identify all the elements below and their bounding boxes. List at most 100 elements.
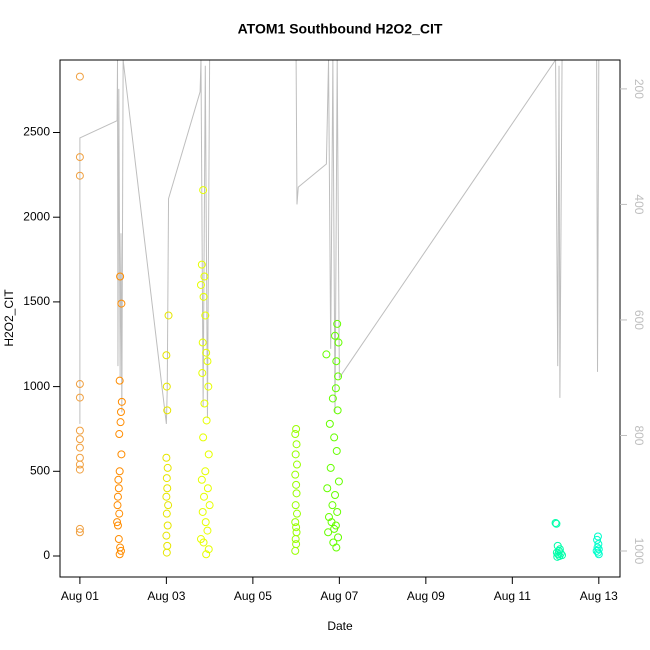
data-point <box>75 380 84 389</box>
data-point <box>204 450 213 459</box>
data-point <box>199 538 208 547</box>
y-tick-label: 2500 <box>23 125 50 139</box>
data-point <box>162 382 171 391</box>
data-point <box>75 528 84 537</box>
data-point <box>291 450 300 459</box>
data-point <box>197 260 206 269</box>
data-point <box>117 397 126 406</box>
data-point <box>594 545 603 554</box>
data-point <box>163 541 172 550</box>
data-point <box>162 351 171 360</box>
data-point <box>75 435 84 444</box>
data-point <box>203 526 212 535</box>
plot-frame <box>59 59 621 578</box>
data-point <box>325 419 334 428</box>
data-point <box>75 72 84 81</box>
data-point <box>116 272 125 281</box>
data-point <box>553 552 562 561</box>
data-point <box>593 548 602 557</box>
data-point <box>292 509 301 518</box>
data-point <box>164 501 173 510</box>
x-axis-label: Date <box>327 619 353 633</box>
data-point <box>292 424 301 433</box>
data-point <box>292 523 301 532</box>
y-tick-label: 2000 <box>23 209 50 223</box>
data-point <box>334 533 343 542</box>
data-point <box>202 416 211 425</box>
x-tick-label: Aug 01 <box>61 589 99 603</box>
data-point <box>201 467 210 476</box>
data-point <box>163 484 172 493</box>
data-point <box>551 518 560 527</box>
data-point <box>291 535 300 544</box>
data-point <box>163 521 172 530</box>
data-point <box>292 528 301 537</box>
x-tick-label: Aug 03 <box>147 589 185 603</box>
data-point <box>203 484 212 493</box>
data-point <box>115 467 124 476</box>
data-point <box>75 153 84 162</box>
data-point <box>113 492 122 501</box>
data-point <box>205 501 214 510</box>
data-point <box>116 546 125 555</box>
data-point <box>329 538 338 547</box>
data-point <box>75 426 84 435</box>
data-point <box>198 507 207 516</box>
data-point <box>331 384 340 393</box>
data-point <box>330 433 339 442</box>
data-point <box>115 376 124 385</box>
data-point <box>198 369 207 378</box>
y-tick-label: 1500 <box>23 294 50 308</box>
y2-tick-label: 800 <box>632 425 646 445</box>
data-point <box>164 311 173 320</box>
data-point <box>291 430 300 439</box>
data-point <box>322 350 331 359</box>
data-point <box>162 492 171 501</box>
data-point <box>204 382 213 391</box>
data-point <box>204 545 213 554</box>
data-point <box>291 501 300 510</box>
y2-tick-label: 1000 <box>632 538 646 565</box>
data-point <box>116 408 125 417</box>
data-point <box>116 418 125 427</box>
data-point <box>594 550 603 559</box>
data-point <box>292 460 301 469</box>
data-point <box>114 535 123 544</box>
data-point <box>199 292 208 301</box>
data-point <box>162 474 171 483</box>
data-point <box>324 513 333 522</box>
data-point <box>331 491 340 500</box>
data-point <box>115 430 124 439</box>
data-point <box>333 406 342 415</box>
data-point <box>202 348 211 357</box>
pressure-line <box>79 60 600 424</box>
data-point <box>333 507 342 516</box>
plot-area <box>75 60 603 561</box>
data-point <box>323 484 332 493</box>
data-point <box>292 480 301 489</box>
x-tick-label: Aug 09 <box>407 589 445 603</box>
data-point <box>291 470 300 479</box>
y-tick-label: 0 <box>43 548 50 562</box>
data-point <box>203 357 212 366</box>
y2-tick-label: 200 <box>632 79 646 99</box>
data-point <box>162 453 171 462</box>
data-point <box>196 280 205 289</box>
data-point <box>200 399 209 408</box>
data-point <box>163 406 172 415</box>
data-point <box>114 475 123 484</box>
data-point <box>117 450 126 459</box>
y2-tick-label: 400 <box>632 194 646 214</box>
data-point <box>328 394 337 403</box>
data-point <box>75 171 84 180</box>
data-point <box>114 484 123 493</box>
data-point <box>115 550 124 559</box>
data-point <box>334 338 343 347</box>
data-point <box>198 338 207 347</box>
data-point <box>200 272 209 281</box>
data-point <box>75 393 84 402</box>
data-point <box>113 521 122 530</box>
data-point <box>75 465 84 474</box>
data-point <box>113 501 122 510</box>
